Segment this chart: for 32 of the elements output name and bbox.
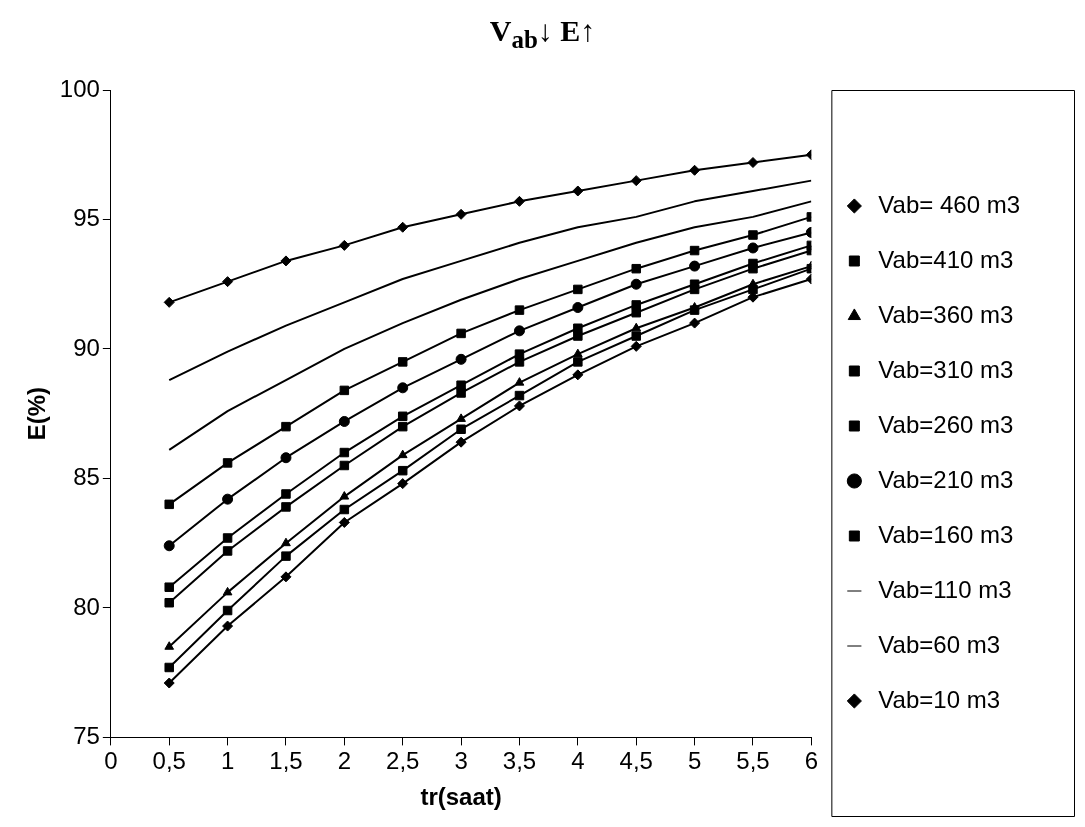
legend-label: Vab=10 m3 (878, 685, 1000, 713)
legend-label: Vab=160 m3 (878, 520, 1014, 548)
legend-label: Vab=310 m3 (878, 355, 1014, 383)
legend-label: Vab=360 m3 (878, 300, 1014, 328)
x-tick-label: 2,5 (386, 747, 420, 775)
legend-label: Vab=260 m3 (878, 410, 1014, 438)
x-tick-label: 5 (687, 747, 702, 775)
legend-label: Vab=60 m3 (878, 630, 1000, 658)
legend-label: Vab= 460 m3 (878, 190, 1020, 218)
y-tick-label: 95 (73, 204, 100, 232)
legend-label: Vab=110 m3 (878, 575, 1012, 603)
y-tick-label: 80 (73, 592, 100, 620)
x-tick-label: 0 (104, 747, 118, 775)
x-tick-label: 4 (571, 747, 585, 775)
x-axis-title: tr(saat) (420, 783, 502, 811)
x-tick-label: 3 (454, 747, 468, 775)
x-tick-label: 4,5 (619, 747, 653, 775)
y-tick-label: 85 (73, 463, 100, 491)
x-tick-label: 6 (804, 747, 819, 775)
y-axis-title: E(%) (23, 387, 51, 441)
y-tick-label: 75 (73, 722, 100, 750)
x-tick-label: 1 (220, 747, 235, 775)
x-tick-label: 5,5 (736, 747, 770, 775)
y-tick-label: 90 (73, 333, 100, 361)
x-tick-label: 3,5 (502, 747, 537, 775)
x-tick-label: 1,5 (269, 747, 303, 775)
x-tick-label: 0,5 (152, 747, 186, 775)
legend-label: Vab=410 m3 (878, 245, 1014, 273)
y-tick-label: 100 (59, 74, 100, 102)
chart-title: V$_{ab}$↓ E↑ (488, 14, 597, 54)
legend-label: Vab=210 m3 (878, 465, 1014, 493)
x-tick-label: 2 (337, 747, 352, 775)
